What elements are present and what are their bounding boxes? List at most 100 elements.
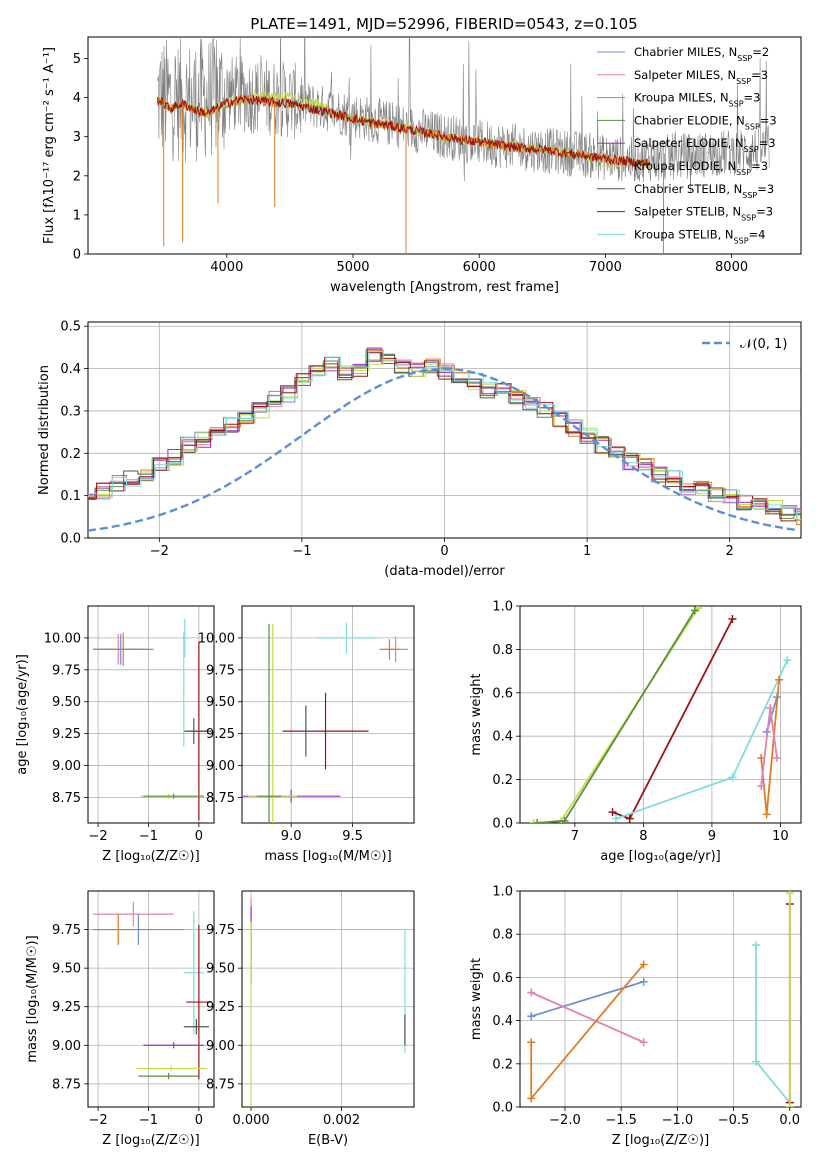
y-tick-label: 0.8 xyxy=(492,928,513,943)
y-tick-label: 8.75 xyxy=(206,791,235,806)
legend-label: Kroupa ELODIE, NSSP=3 xyxy=(634,159,768,177)
y-axis-label: Normed distribution xyxy=(37,365,52,495)
legend-label: Chabrier MILES, NSSP=2 xyxy=(634,45,769,63)
legend-label: Salpeter MILES, NSSP=3 xyxy=(634,68,768,86)
x-tick-label: −2 xyxy=(88,829,107,844)
x-tick-label: −0.5 xyxy=(718,1113,750,1128)
salpeter_miles-histogram xyxy=(88,359,801,514)
age_vs_mass-axes: 9.0 9.5 8.75 9.00 9.25 9.50 9.75 10.00 mass [log… xyxy=(198,605,415,864)
y-tick-label: 9.50 xyxy=(206,962,235,977)
y-tick-label: 8.75 xyxy=(52,1077,81,1092)
y-tick-label: 1.0 xyxy=(492,600,513,615)
y-tick-label: 8.75 xyxy=(206,1077,235,1092)
kroupa_stelib-histogram xyxy=(88,351,801,520)
y-tick-label: 10.00 xyxy=(44,631,81,646)
kroupa_stelib-weight-marker xyxy=(752,941,761,949)
chabrier_miles-histogram xyxy=(88,351,801,512)
spectrum-legend: Chabrier MILES, NSSP=2 Salpeter MILES, NS… xyxy=(597,45,777,245)
y-tick-label: 9.00 xyxy=(52,1039,81,1054)
x-tick-label: 0 xyxy=(195,829,203,844)
x-tick-label: 0 xyxy=(195,1113,203,1128)
kroupa_miles-histogram xyxy=(88,349,801,526)
y-tick-label: 0.6 xyxy=(492,971,513,986)
x-tick-label: −1 xyxy=(139,829,158,844)
x-axis-label: mass [log₁₀(M/M☉)] xyxy=(264,849,391,864)
y-axis-label: mass weight xyxy=(469,673,484,755)
weight_vs_Z-series xyxy=(527,891,794,1107)
kroupa_miles-weight-line xyxy=(530,963,645,1101)
x-axis-label: wavelength [Angstrom, rest frame] xyxy=(330,280,559,295)
y-tick-label: 0.4 xyxy=(60,362,81,377)
y-tick-label: 0.1 xyxy=(60,489,81,504)
salpeter_miles-weight-marker xyxy=(527,988,536,997)
y-tick-label: 0.0 xyxy=(60,532,81,547)
spectrum-axes: 4000 5000 6000 7000 8000 0 1 2 3 4 5 wavelength [An… xyxy=(42,36,802,295)
plot-frame xyxy=(87,605,215,824)
x-axis-label: Z [log₁₀(Z/Z☉)] xyxy=(102,849,199,864)
residual-series xyxy=(88,347,801,532)
weight_vs_Z-axes: −2.0 −1.5 −1.0 −0.5 0.0 0.0 0.2 0.4 0.6 0.8 1.0 Z [… xyxy=(469,885,802,1148)
kroupa_miles-weight-marker xyxy=(527,1038,536,1047)
y-axis-label: age [log₁₀(age/yr)] xyxy=(15,654,30,775)
x-tick-label: 0 xyxy=(440,544,448,559)
x-tick-label: 7 xyxy=(571,829,579,844)
y-tick-label: 0 xyxy=(73,248,81,263)
kroupa_elodie-weight-marker xyxy=(785,891,794,898)
y-tick-label: 9.25 xyxy=(206,727,235,742)
y-tick-label: 3 xyxy=(73,130,81,145)
y-axis-label: mass weight xyxy=(469,958,484,1040)
y-tick-label: 10.00 xyxy=(198,631,235,646)
normal-curve xyxy=(88,367,799,532)
chabrier_elodie-weight-marker xyxy=(533,819,542,823)
kroupa_miles-weight-marker xyxy=(639,960,648,969)
x-axis-label: E(B-V) xyxy=(308,1133,348,1148)
y-tick-label: 0.2 xyxy=(60,447,81,462)
legend-label: Chabrier STELIB, NSSP=3 xyxy=(634,182,774,200)
x-tick-label: 0.0 xyxy=(779,1113,800,1128)
x-tick-label: 5000 xyxy=(336,260,369,275)
chabrier_elodie-weight-marker xyxy=(560,816,569,823)
y-tick-label: 0.2 xyxy=(492,1057,513,1072)
spectrum-series xyxy=(156,37,770,254)
x-tick-label: 10 xyxy=(772,829,789,844)
y-tick-label: 9.50 xyxy=(206,695,235,710)
y-tick-label: 9.75 xyxy=(52,663,81,678)
chabrier_elodie-histogram xyxy=(88,348,801,519)
mass_vs_Z-axes: −2 −1 0 8.75 9.00 9.25 9.50 9.75 Z [log₁₀(Z/Z☉)]… xyxy=(25,890,215,1148)
y-tick-label: 9.75 xyxy=(206,923,235,938)
y-tick-label: 0.0 xyxy=(492,1101,513,1116)
x-tick-label: −1.5 xyxy=(605,1113,637,1128)
kroupa_stelib-weight-marker xyxy=(728,773,737,782)
x-tick-label: 1 xyxy=(583,544,591,559)
mass_vs_ebv-axes: 0.000 0.002 8.75 9.00 9.25 9.50 9.75 E(B-V) xyxy=(206,890,415,1148)
x-tick-label: 9.0 xyxy=(281,829,302,844)
mass_vs_ebv-series xyxy=(250,898,406,1107)
weight_vs_age-axes: 7 8 9 10 0.0 0.2 0.4 0.6 0.8 1.0 age [log₁₀(age/yr… xyxy=(469,600,802,864)
y-tick-label: 0.6 xyxy=(492,686,513,701)
y-tick-label: 0.5 xyxy=(60,320,81,335)
x-tick-label: −1 xyxy=(139,1113,158,1128)
kroupa_elodie-weight-marker xyxy=(785,1103,794,1107)
kroupa_miles-weight-marker xyxy=(527,1094,536,1103)
x-tick-label: 8000 xyxy=(715,260,748,275)
figure-title: PLATE=1491, MJD=52996, FIBERID=0543, z=0… xyxy=(250,15,637,33)
kroupa_elodie-histogram xyxy=(88,360,801,521)
y-tick-label: 0.2 xyxy=(492,773,513,788)
kroupa_stelib-weight-marker xyxy=(783,656,792,665)
y-tick-label: 0.0 xyxy=(492,817,513,832)
y-tick-label: 0.3 xyxy=(60,404,81,419)
salpeter_miles-weight-marker xyxy=(766,703,775,712)
y-tick-label: 1.0 xyxy=(492,885,513,900)
chabrier_elodie-weight-marker xyxy=(690,606,699,615)
legend-label: Kroupa MILES, NSSP=3 xyxy=(634,91,760,109)
x-tick-label: 9.5 xyxy=(342,829,363,844)
y-tick-label: 0.4 xyxy=(492,1014,513,1029)
kroupa_stelib-weight-line xyxy=(755,945,791,1104)
y-tick-label: 9.50 xyxy=(52,962,81,977)
legend-label: Salpeter STELIB, NSSP=3 xyxy=(634,205,773,223)
y-tick-label: 4 xyxy=(73,91,81,106)
plot-frame xyxy=(241,890,415,1108)
kroupa_miles-weight-marker xyxy=(775,675,784,684)
legend-label: 𝒩(0, 1) xyxy=(740,337,787,352)
chabrier_miles-weight-marker xyxy=(639,977,648,986)
